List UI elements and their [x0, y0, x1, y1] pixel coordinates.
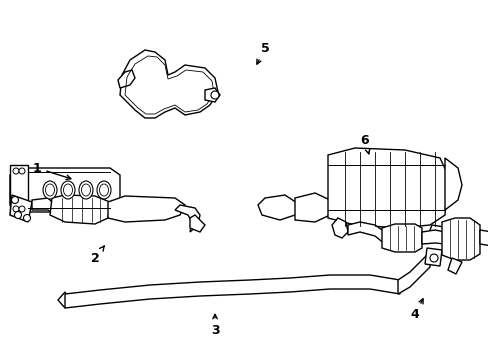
- Polygon shape: [424, 248, 441, 266]
- Ellipse shape: [97, 181, 111, 199]
- Polygon shape: [397, 252, 429, 294]
- Ellipse shape: [99, 184, 108, 196]
- Circle shape: [19, 206, 25, 212]
- Circle shape: [13, 206, 19, 212]
- Circle shape: [19, 168, 25, 174]
- Polygon shape: [10, 168, 120, 212]
- Ellipse shape: [45, 184, 54, 196]
- Polygon shape: [421, 230, 444, 244]
- Circle shape: [13, 168, 19, 174]
- Text: 2: 2: [90, 246, 104, 265]
- Polygon shape: [58, 292, 70, 308]
- Polygon shape: [331, 218, 347, 238]
- Polygon shape: [10, 195, 32, 222]
- Polygon shape: [175, 205, 200, 232]
- Polygon shape: [118, 70, 135, 88]
- Polygon shape: [381, 224, 421, 252]
- Text: 6: 6: [360, 134, 369, 154]
- Ellipse shape: [81, 184, 90, 196]
- Circle shape: [15, 212, 21, 219]
- Polygon shape: [258, 195, 299, 220]
- Polygon shape: [479, 230, 488, 246]
- Polygon shape: [327, 148, 447, 228]
- Polygon shape: [294, 193, 329, 222]
- Polygon shape: [10, 165, 28, 215]
- Circle shape: [12, 197, 19, 203]
- Polygon shape: [427, 225, 449, 238]
- Polygon shape: [108, 196, 184, 222]
- Polygon shape: [120, 50, 218, 118]
- Text: 5: 5: [256, 41, 269, 64]
- Polygon shape: [32, 198, 55, 215]
- Polygon shape: [190, 215, 204, 232]
- Polygon shape: [447, 258, 461, 274]
- Ellipse shape: [79, 181, 93, 199]
- Text: 3: 3: [210, 314, 219, 337]
- Ellipse shape: [43, 181, 57, 199]
- Text: 4: 4: [410, 299, 422, 321]
- Ellipse shape: [61, 181, 75, 199]
- Polygon shape: [347, 222, 384, 244]
- Circle shape: [23, 215, 30, 221]
- Ellipse shape: [63, 184, 72, 196]
- Circle shape: [429, 254, 437, 262]
- Polygon shape: [50, 195, 110, 224]
- Polygon shape: [444, 158, 461, 210]
- Circle shape: [210, 91, 219, 99]
- Polygon shape: [204, 88, 220, 102]
- Polygon shape: [65, 275, 399, 308]
- Text: 1: 1: [33, 162, 71, 180]
- Polygon shape: [441, 218, 479, 260]
